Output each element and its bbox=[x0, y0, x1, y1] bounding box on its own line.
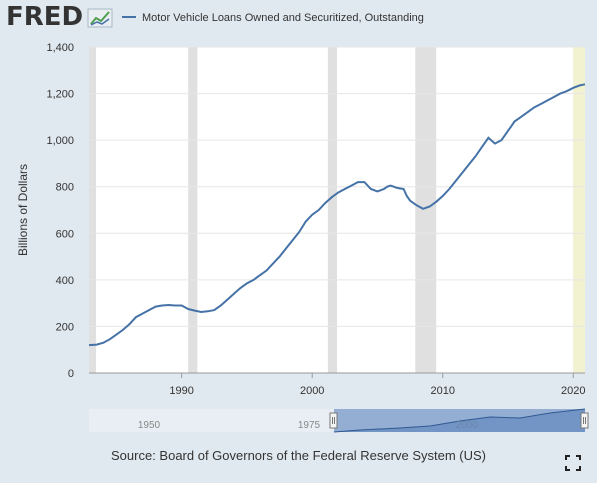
x-tick-label: 2010 bbox=[430, 385, 454, 397]
recession-bar bbox=[89, 47, 96, 373]
x-tick-label: 2020 bbox=[561, 385, 585, 397]
y-tick-label: 600 bbox=[56, 228, 74, 240]
navigator-tick-label: 1950 bbox=[138, 420, 161, 431]
x-tick-label: 2000 bbox=[300, 385, 324, 397]
fullscreen-expand-icon[interactable] bbox=[565, 455, 581, 471]
fred-logo-text: FRED bbox=[6, 2, 83, 32]
y-tick-label: 0 bbox=[68, 368, 74, 380]
navigator-right-handle[interactable] bbox=[580, 412, 589, 429]
fred-chart-logo-icon bbox=[87, 8, 113, 28]
fred-logo[interactable]: FRED bbox=[6, 2, 113, 32]
series-legend[interactable]: Motor Vehicle Loans Owned and Securitize… bbox=[122, 12, 424, 24]
recession-bar bbox=[188, 47, 198, 373]
y-tick-label: 400 bbox=[56, 275, 74, 287]
y-axis-ticks: 0 200 400 600 800 1,000 1,200 1,400 bbox=[46, 42, 74, 380]
range-navigator[interactable]: 1950 1975 2000 bbox=[89, 408, 589, 433]
y-tick-label: 1,400 bbox=[46, 42, 74, 54]
recession-shading bbox=[89, 47, 585, 373]
navigator-series-line bbox=[333, 408, 586, 433]
y-tick-label: 1,200 bbox=[46, 89, 74, 101]
legend-label: Motor Vehicle Loans Owned and Securitize… bbox=[142, 12, 424, 24]
navigator-selected-range[interactable] bbox=[334, 409, 585, 432]
recession-bar bbox=[327, 47, 337, 373]
navigator-tick-label: 2000 bbox=[456, 420, 479, 431]
y-tick-label: 800 bbox=[56, 182, 74, 194]
x-tick-label: 1990 bbox=[169, 385, 193, 397]
latest-period-band bbox=[573, 47, 585, 373]
y-tick-label: 200 bbox=[56, 321, 74, 333]
x-axis-ticks: 1990 2000 2010 2020 bbox=[89, 372, 585, 397]
source-note: Source: Board of Governors of the Federa… bbox=[111, 448, 486, 463]
navigator-tick-label: 1975 bbox=[298, 420, 321, 431]
y-tick-label: 1,000 bbox=[46, 135, 74, 147]
recession-bar bbox=[415, 47, 437, 373]
y-axis-label: Billions of Dollars bbox=[16, 164, 30, 256]
series-line[interactable] bbox=[88, 83, 586, 347]
navigator-left-handle[interactable] bbox=[329, 412, 338, 429]
